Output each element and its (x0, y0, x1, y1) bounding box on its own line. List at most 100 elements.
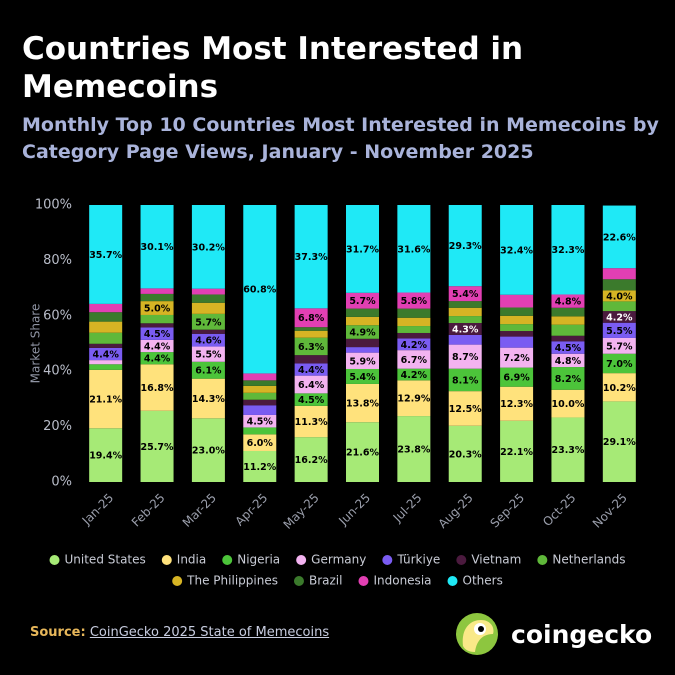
bar-segment (448, 391, 482, 426)
legend-swatch (456, 555, 467, 565)
bar-segment (602, 279, 636, 291)
data-label: 5.7% (606, 341, 633, 352)
source: Source: CoinGecko 2025 State of Memecoin… (30, 625, 329, 640)
bar-segment (89, 428, 123, 482)
data-label: 30.1% (141, 242, 174, 253)
bar-segment (397, 326, 431, 333)
data-label: 8.1% (452, 375, 479, 386)
x-tick-label: Apr-25 (232, 491, 270, 529)
logo-text: coingecko (511, 619, 653, 649)
legend-swatch (537, 555, 548, 565)
bar-segment (448, 307, 482, 317)
bar-segment (448, 334, 482, 345)
bar-segment (89, 360, 123, 365)
data-label: 4.9% (349, 328, 376, 339)
bar-segment (397, 317, 431, 327)
data-label: 5.0% (144, 304, 171, 315)
x-tick-label: Nov-25 (590, 491, 630, 531)
bar-segment (89, 303, 123, 313)
bar-segment (191, 378, 225, 419)
data-label: 31.7% (346, 244, 379, 255)
bar-segment (551, 367, 585, 390)
data-label: 5.7% (195, 317, 222, 328)
bar-segment (140, 293, 174, 302)
y-axis-label: Market Share (29, 304, 43, 384)
bar-segment (294, 337, 328, 356)
legend-swatch (161, 555, 172, 565)
bar-segment (448, 301, 482, 308)
legend-swatch (358, 576, 369, 586)
bar-segment (448, 425, 482, 482)
bar-segment (243, 373, 277, 381)
data-label: 8.2% (555, 374, 582, 385)
data-label: 23.8% (397, 445, 430, 456)
data-label: 10.2% (603, 383, 636, 394)
y-tick-label: 0% (51, 475, 72, 490)
data-label: 12.9% (397, 394, 430, 405)
bar-segment (448, 323, 482, 335)
data-label: 32.4% (500, 245, 533, 256)
data-label: 5.8% (401, 296, 428, 307)
source-link[interactable]: CoinGecko 2025 State of Memecoins (89, 625, 330, 640)
data-label: 4.8% (555, 356, 582, 367)
bar-segment (346, 325, 379, 339)
legend-label: Brazil (309, 574, 343, 588)
bar-segment (243, 427, 277, 435)
bar-segment (397, 368, 431, 381)
data-label: 12.5% (449, 404, 482, 415)
x-tick-label: Sep-25 (487, 491, 527, 531)
data-label: 4.4% (144, 341, 171, 352)
data-label: 4.3% (452, 324, 479, 335)
data-label: 23.3% (551, 445, 584, 456)
bar-segment (346, 205, 379, 293)
bar-segment (551, 389, 585, 418)
data-label: 5.5% (195, 350, 222, 361)
legend-label: Others (463, 574, 503, 588)
data-label: 4.2% (606, 312, 633, 323)
data-label: 6.4% (298, 380, 325, 391)
bar-segment (140, 314, 174, 324)
bar-segment (500, 347, 534, 368)
x-tick-label: Jul-25 (390, 491, 425, 526)
data-label: 11.2% (243, 462, 276, 473)
bar-segment (243, 385, 277, 393)
bar-segment (551, 335, 585, 342)
data-label: 7.0% (606, 359, 633, 370)
legend-label: India (177, 553, 206, 567)
bar-segment (602, 301, 636, 312)
bar-segment (140, 327, 174, 340)
bar-segment (397, 380, 431, 417)
data-label: 29.3% (449, 241, 482, 252)
bar-segment (346, 383, 379, 423)
bar-segment (346, 292, 379, 309)
data-label: 37.3% (295, 252, 328, 263)
data-label: 21.6% (346, 448, 379, 459)
data-label: 23.0% (192, 446, 225, 457)
y-tick-label: 100% (35, 198, 72, 213)
legend-swatch (382, 555, 393, 565)
data-label: 12.3% (500, 399, 533, 410)
legend-swatch (49, 555, 60, 565)
bar-segment (602, 322, 636, 338)
bar-segment (397, 338, 431, 351)
chart-title: Countries Most Interested in Memecoins (22, 31, 524, 105)
bar-segment (346, 308, 379, 317)
bar-segment (140, 352, 174, 365)
bar-segment (243, 450, 277, 482)
data-label: 22.6% (603, 232, 636, 243)
bar-segment (602, 268, 636, 280)
legend-swatch (172, 576, 183, 586)
bar-segment (346, 338, 379, 348)
bar-segment (346, 347, 379, 353)
legend-label: Vietnam (471, 553, 521, 567)
data-label: 20.3% (449, 449, 482, 460)
bar-segment (89, 364, 123, 370)
bar-segment (551, 294, 585, 308)
bar-segment (397, 205, 431, 293)
bar-segment (551, 417, 585, 482)
bar-segment (346, 316, 379, 326)
x-tick-label: Jun-25 (335, 491, 373, 529)
bar-segment (294, 405, 328, 438)
legend-label: United States (65, 553, 146, 567)
legend-swatch (296, 555, 307, 565)
